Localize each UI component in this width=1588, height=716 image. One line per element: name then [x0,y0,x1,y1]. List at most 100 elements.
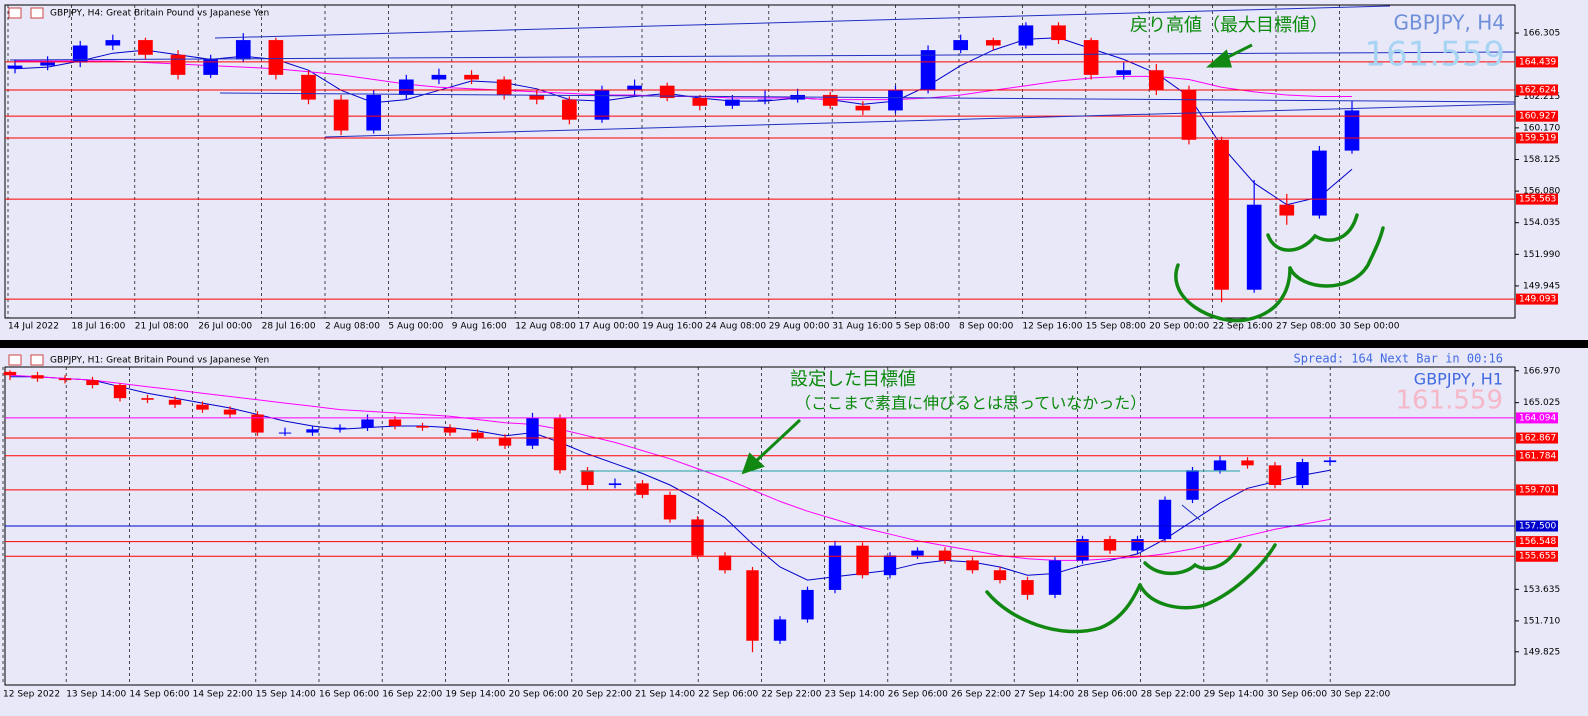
annotation: 戻り高値（最大目標値） [1130,15,1328,36]
candle-body [443,427,457,433]
candle-body [1103,539,1117,551]
level-label: 164.094 [1519,413,1556,423]
x-tick-label: 12 Aug 08:00 [515,322,576,332]
x-tick-label: 8 Sep 00:00 [959,322,1014,332]
candle-body [801,589,814,620]
x-tick-label: 23 Sep 14:00 [825,690,885,700]
y-tick-label: 166.970 [1523,366,1560,376]
candle-body [105,40,121,46]
candle-body [203,59,218,75]
candle-body [1344,110,1360,151]
candle-body [333,99,349,131]
candle-body [828,545,842,590]
candle-body [636,483,649,495]
candle-body [1213,460,1227,471]
candle-body [196,404,209,410]
level-label: 162.624 [1519,85,1556,95]
chart-header: GBPJPY, H4: Great Britain Pound vs Japan… [50,9,269,19]
candle-body [141,398,154,400]
moving-average [9,374,1331,561]
candle-body [388,419,402,427]
symbol-label: GBPJPY, H4 [1394,11,1506,35]
x-tick-label: 26 Sep 22:00 [951,690,1011,700]
header-icon [30,7,44,19]
candle-body [562,99,577,120]
candle-body [1083,40,1099,75]
x-tick-label: 27 Sep 14:00 [1014,690,1074,700]
candle-body [993,570,1007,581]
x-tick-label: 2 Aug 08:00 [325,322,380,332]
candle-body [659,85,675,99]
candle-body [757,99,773,101]
level-label-box [1516,412,1558,424]
candle-body [1241,460,1254,466]
header-icon [8,7,22,19]
level-label-box [1516,484,1558,496]
candle-body [773,619,787,641]
level-label: 159.519 [1519,133,1556,143]
candle-body [855,105,871,111]
x-tick-label: 21 Jul 08:00 [135,322,189,332]
x-tick-label: 27 Sep 08:00 [1276,322,1336,332]
candle-body [223,409,237,415]
y-tick-label: 158.125 [1523,155,1560,165]
candle-body [529,94,545,100]
y-tick-label: 162.215 [1523,92,1560,102]
plot-frame [4,4,1516,319]
chart-header: GBPJPY, H1: Great Britain Pound vs Japan… [50,356,269,366]
candle-body [113,385,127,399]
candle-body [985,40,1001,46]
price-label: 161.559 [1395,386,1503,416]
candle-body [663,494,677,520]
candle-body [938,550,952,561]
candle-body [725,99,740,106]
level-label-box [1516,84,1558,96]
candle-body [306,429,319,433]
level-label: 161.784 [1519,451,1556,461]
x-tick-label: 29 Aug 00:00 [769,322,830,332]
candle-body [31,375,44,379]
y-tick-label: 154.035 [1523,218,1560,228]
candle-body [883,555,897,576]
x-tick-label: 18 Jul 16:00 [71,322,125,332]
candle-body [888,90,903,111]
candle-body [471,432,484,438]
candle-body [691,519,704,556]
candle-body [1131,539,1144,551]
candle-body [1186,470,1199,500]
candle-body [496,79,512,95]
x-tick-label: 22 Sep 06:00 [698,690,758,700]
x-tick-label: 30 Sep 06:00 [1267,690,1327,700]
candle-body [1051,25,1066,41]
status-text: Spread: 164 Next Bar in 00:16 [1293,352,1503,366]
candle-body [1048,560,1062,595]
annotation-arrows [741,43,1253,475]
x-tick-label: 5 Aug 00:00 [388,322,443,332]
candle-body [58,378,72,381]
level-label-box [1516,432,1558,444]
y-tick-label: 156.080 [1523,187,1560,197]
candle-body [1312,150,1327,216]
candle-body [911,550,924,556]
candle-body [1279,204,1295,216]
x-tick-label: 19 Sep 14:00 [445,690,505,700]
candle-body [416,426,429,428]
candle-body [1021,580,1034,595]
candle-body [268,40,284,75]
level-label-box [1516,520,1558,532]
symbol-label: GBPJPY, H1 [1414,370,1503,389]
annotation: （ここまで素直に伸びるとは思っていなかった） [795,394,1146,413]
level-label-box [1516,550,1558,562]
candle-body [1076,539,1089,561]
x-tick-label: 14 Jul 2022 [8,322,59,332]
x-tick-label: 30 Sep 22:00 [1330,690,1390,700]
x-tick-label: 28 Sep 22:00 [1141,690,1201,700]
x-tick-label: 12 Sep 2022 [3,690,60,700]
x-tick-label: 26 Jul 00:00 [198,322,252,332]
candle-body [138,40,153,55]
candle-body [366,94,382,131]
x-tick-label: 15 Sep 08:00 [1086,322,1146,332]
level-label-box [1516,110,1558,122]
candle-body [1296,462,1309,486]
x-tick-label: 5 Sep 08:00 [896,322,951,332]
